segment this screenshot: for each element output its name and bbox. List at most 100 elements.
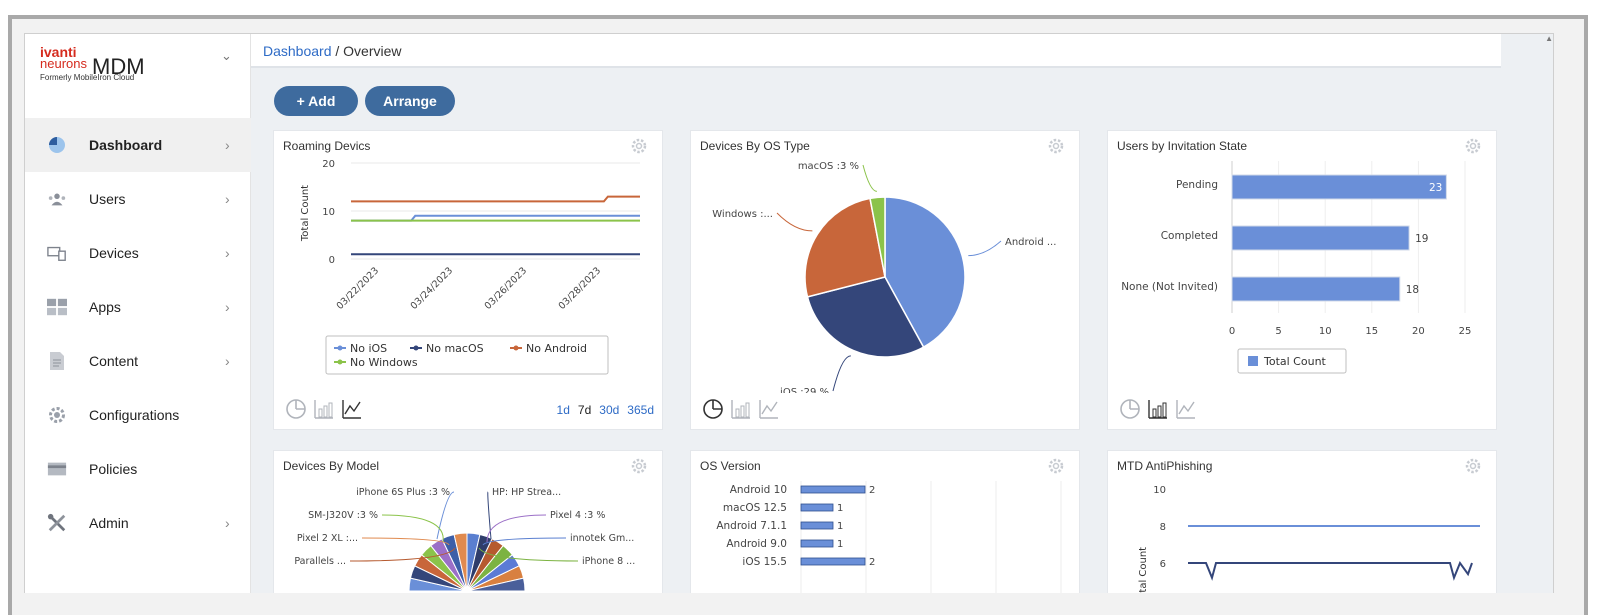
pie-slice: [869, 196, 886, 278]
app-window: ivanti neurons MDM Formerly MobileIron C…: [24, 33, 1554, 593]
pie-label: Pixel 4 :3 %: [550, 510, 605, 521]
settings-gear-icon[interactable]: [630, 457, 648, 480]
line-chart-icon[interactable]: [1174, 397, 1198, 426]
os-version-bar-chart: Android 10 2 macOS 12.5 1 Android 7.1.1 1 Andr…: [716, 481, 1062, 593]
range-30d[interactable]: 30d: [599, 403, 620, 417]
x-tick-label: 10: [1319, 326, 1332, 337]
bar-value-label: 1: [837, 539, 843, 550]
pie-leader-line: [478, 547, 579, 562]
sidebar-item-content[interactable]: Content ›: [25, 334, 251, 388]
breadcrumb-current: Overview: [343, 43, 402, 59]
bar: [800, 503, 834, 512]
gear-icon: [47, 405, 67, 425]
legend-marker: [1248, 356, 1258, 366]
sidebar-item-policies[interactable]: Policies: [25, 442, 251, 496]
pie-chart-icon[interactable]: [1118, 397, 1142, 426]
pie-leader-line: [487, 491, 492, 540]
legend-label: No Android: [526, 342, 587, 355]
range-1d[interactable]: 1d: [556, 403, 570, 417]
bar-chart-icon[interactable]: [729, 397, 753, 426]
bar: [800, 539, 834, 548]
card-title: Devices By Model: [283, 459, 380, 473]
sidebar-item-label: Apps: [89, 299, 121, 315]
breadcrumb-link-dashboard[interactable]: Dashboard: [263, 43, 332, 59]
y-tick-label: 10: [322, 207, 335, 218]
document-icon: [47, 351, 67, 371]
pie-slice: [884, 196, 966, 349]
pie-label: Pixel 2 XL :...: [297, 533, 358, 544]
x-tick-label: 03/26/2023: [483, 265, 530, 312]
settings-gear-icon[interactable]: [1047, 457, 1065, 480]
bar: [1231, 276, 1401, 302]
settings-gear-icon[interactable]: [1464, 137, 1482, 160]
bar-value-label: 1: [837, 521, 843, 532]
scroll-up-arrow-icon[interactable]: ▲: [1545, 34, 1553, 43]
pie-leader-line: [381, 514, 444, 543]
settings-gear-icon[interactable]: [1047, 137, 1065, 160]
pie-leader-line: [862, 164, 878, 192]
bar-chart-icon[interactable]: [312, 397, 336, 426]
y-tick-label: 6: [1160, 559, 1166, 570]
brand-formerly: Formerly MobileIron Cloud: [40, 73, 135, 82]
category-label: Android 7.1.1: [716, 520, 787, 532]
card-mtd-antiphishing: MTD AntiPhishing 10 8 6 Total Count: [1107, 450, 1497, 593]
bar-value-label: 2: [869, 485, 875, 496]
card-title: Roaming Devics: [283, 139, 371, 153]
brand-logo[interactable]: ivanti neurons MDM Formerly MobileIron C…: [40, 45, 145, 82]
pie-label: Windows :...: [712, 209, 773, 220]
pie-leader-line: [486, 514, 547, 543]
sidebar-item-configurations[interactable]: Configurations: [25, 388, 251, 442]
pie-chart-icon[interactable]: [284, 397, 308, 426]
sidebar-item-dashboard[interactable]: Dashboard ›: [25, 118, 251, 172]
x-tick-label: 5: [1275, 326, 1281, 337]
settings-gear-icon[interactable]: [630, 137, 648, 160]
y-tick-label: 20: [322, 159, 335, 170]
mtd-line-chart: 10 8 6 Total Count: [1138, 485, 1480, 593]
brand-line2: neurons: [40, 56, 87, 71]
range-365d[interactable]: 365d: [627, 403, 654, 417]
chevron-right-icon: ›: [225, 137, 230, 153]
legend-label: No Windows: [350, 356, 418, 369]
pie-slice: [466, 577, 526, 592]
category-label: Completed: [1161, 230, 1218, 242]
sidebar: ivanti neurons MDM Formerly MobileIron C…: [25, 34, 251, 593]
sidebar-item-users[interactable]: Users ›: [25, 172, 251, 226]
settings-gear-icon[interactable]: [1464, 457, 1482, 480]
y-axis-label: Total Count: [300, 185, 311, 242]
pie-leader-line: [436, 491, 455, 540]
policies-icon: [47, 459, 67, 479]
sidebar-nav: Dashboard › Users › Devices ›: [25, 118, 251, 550]
chevron-down-icon[interactable]: ⌄: [221, 48, 232, 63]
chevron-right-icon: ›: [225, 353, 230, 369]
line-chart-icon[interactable]: [340, 397, 364, 426]
arrange-button[interactable]: Arrange: [365, 86, 455, 116]
legend-dot: [337, 345, 343, 351]
sidebar-item-admin[interactable]: Admin ›: [25, 496, 251, 550]
pie-label: Parallels ...: [294, 556, 346, 567]
sidebar-item-label: Devices: [89, 245, 139, 261]
sidebar-item-devices[interactable]: Devices ›: [25, 226, 251, 280]
series-line-no-android: [351, 195, 640, 203]
range-7d[interactable]: 7d: [577, 403, 592, 417]
card-roaming-devices: Roaming Devics 0 10 20 Total Count 03/22/202…: [273, 130, 663, 430]
bar-chart-icon[interactable]: [1146, 397, 1170, 426]
pie-leader-line: [349, 547, 456, 562]
series-line-b: [1188, 560, 1473, 581]
card-title: Devices By OS Type: [700, 139, 810, 153]
bar: [800, 557, 866, 566]
pie-chart-icon[interactable]: [701, 397, 725, 426]
x-tick-label: 20: [1412, 326, 1425, 337]
x-tick-label: 03/22/2023: [335, 265, 382, 312]
y-axis-label: Total Count: [1138, 547, 1149, 593]
pie-slice: [804, 197, 886, 298]
line-chart-icon[interactable]: [757, 397, 781, 426]
sidebar-item-label: Dashboard: [89, 137, 163, 153]
chevron-right-icon: ›: [225, 515, 230, 531]
card-title: MTD AntiPhishing: [1117, 459, 1213, 473]
top-bar: Dashboard / Overview: [251, 34, 1501, 68]
add-button[interactable]: + Add: [274, 86, 358, 116]
sidebar-item-label: Configurations: [89, 407, 180, 423]
apps-grid-icon: [47, 297, 67, 317]
sidebar-item-apps[interactable]: Apps ›: [25, 280, 251, 334]
pie-label: iPhone 6S Plus :3 %: [356, 487, 450, 498]
